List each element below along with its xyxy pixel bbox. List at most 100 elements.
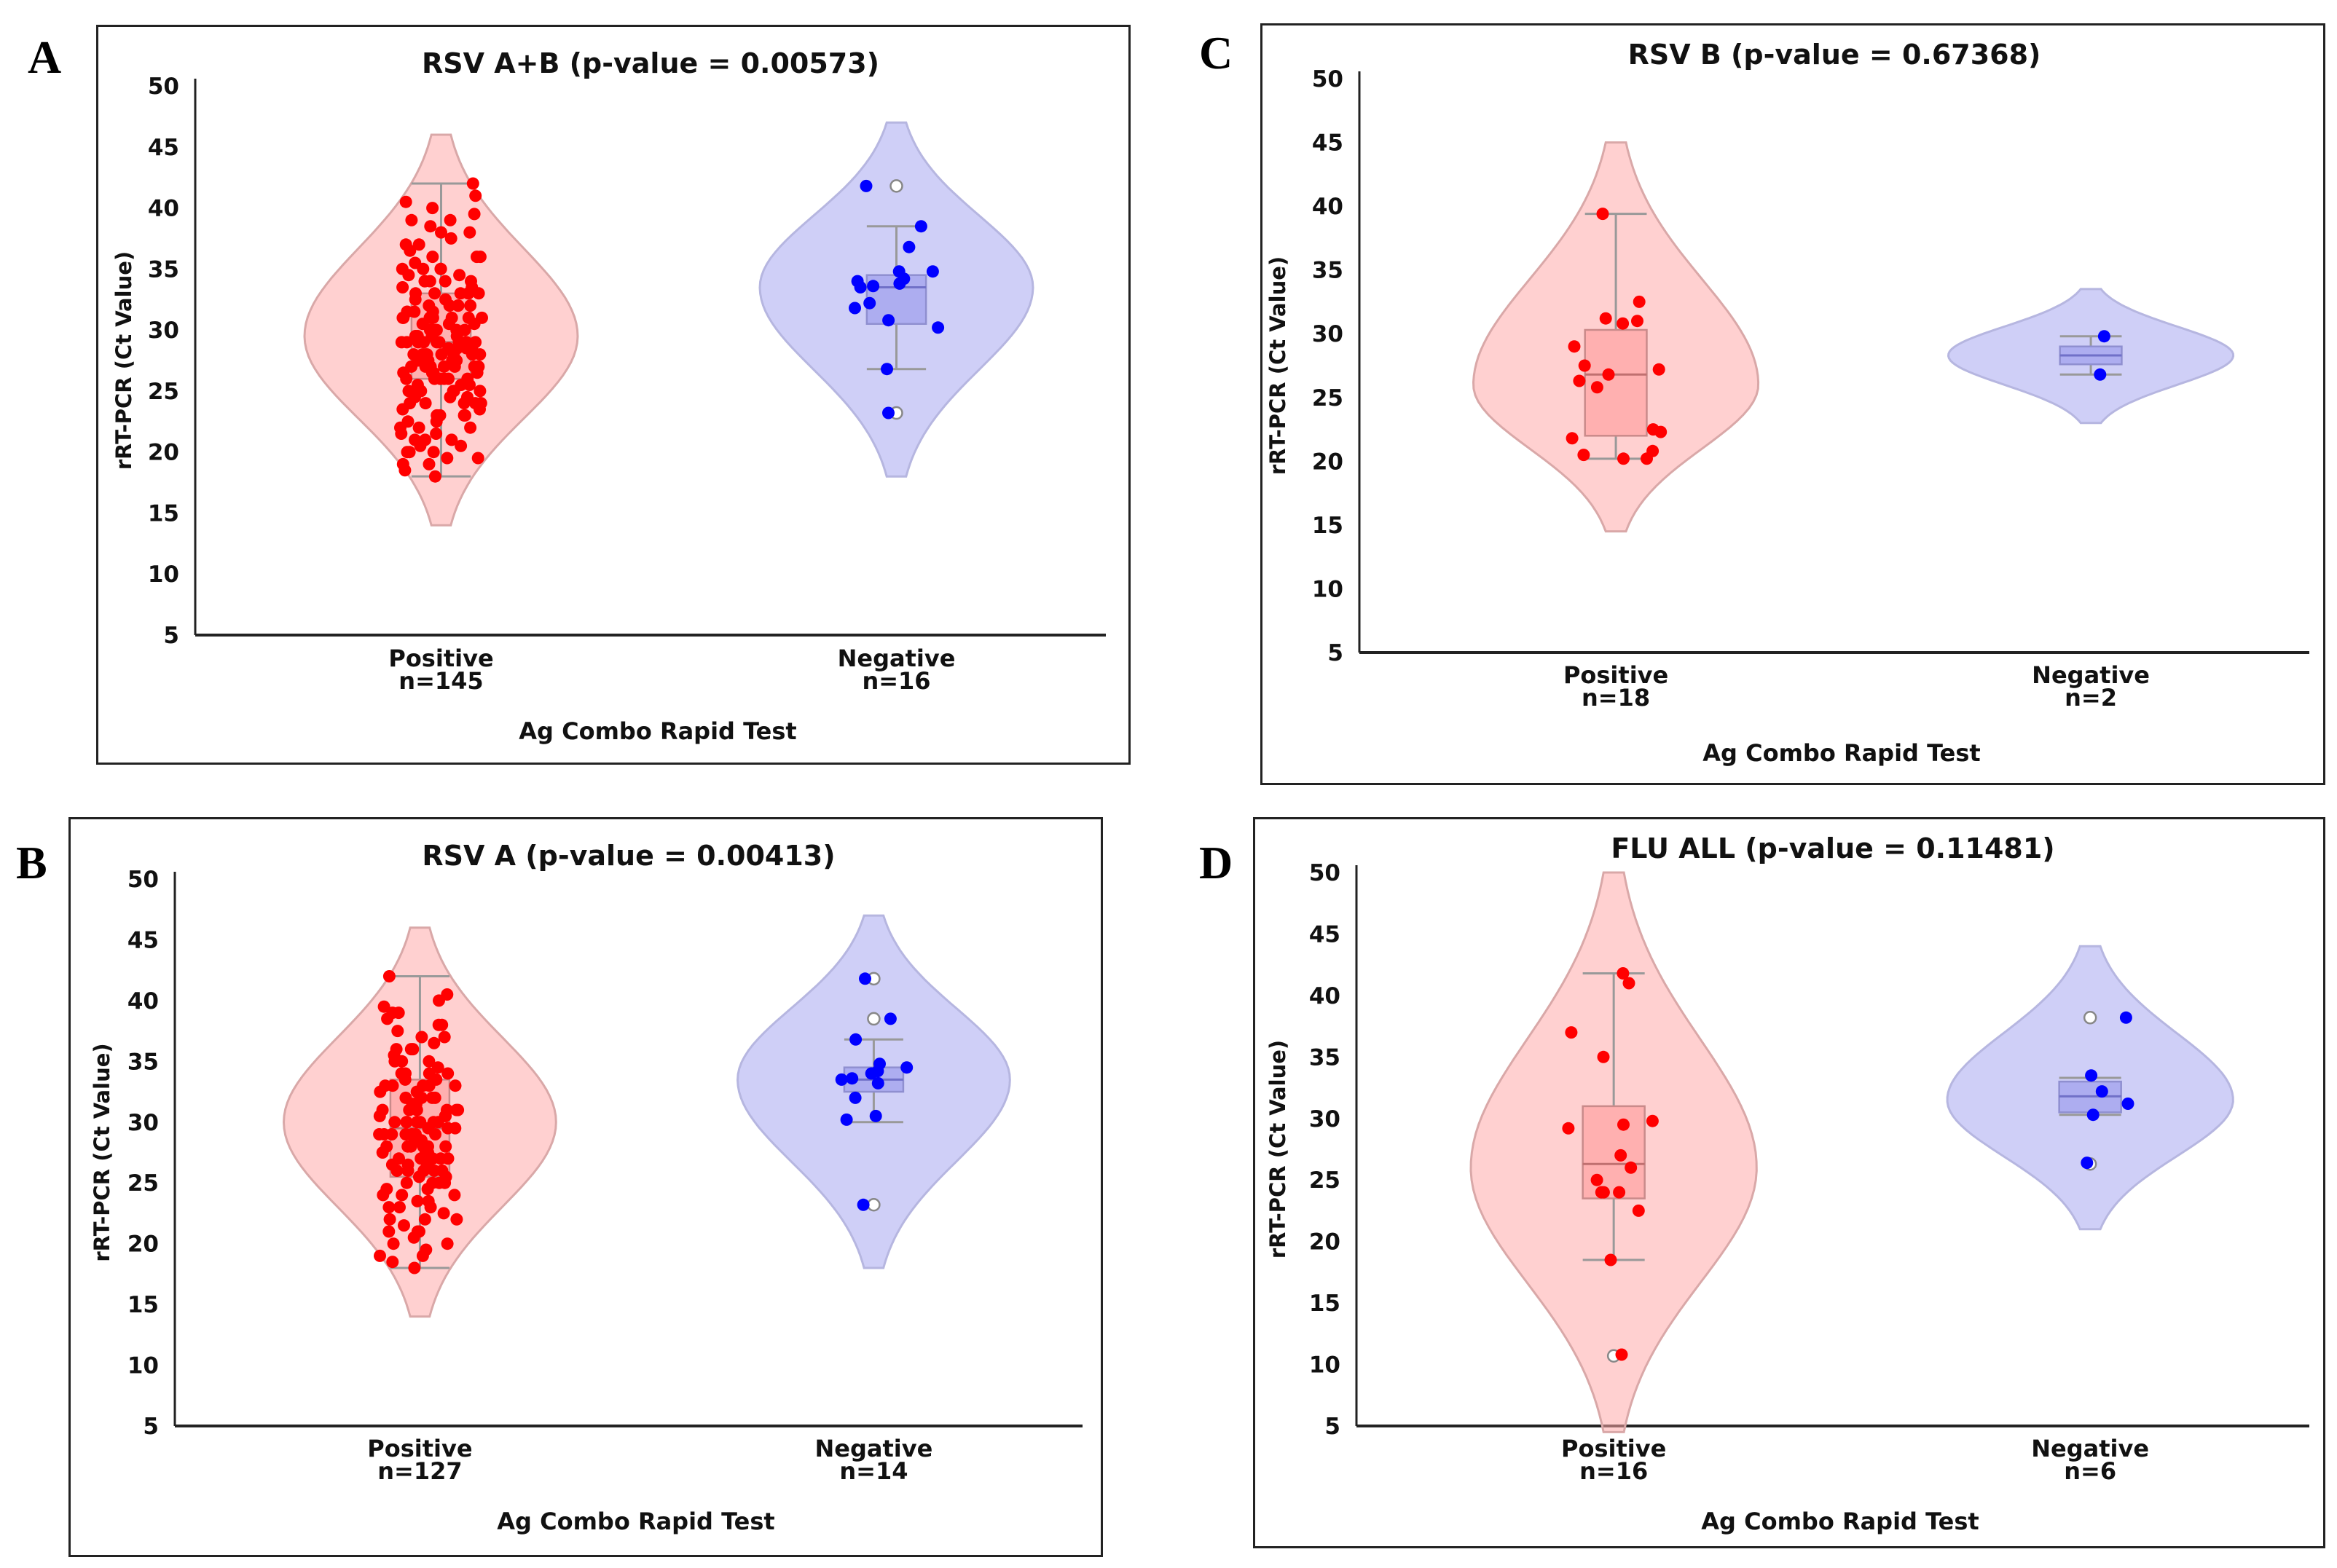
panel-letter-b: B <box>16 837 47 889</box>
data-point <box>468 397 482 410</box>
data-point <box>403 446 416 459</box>
panel-letter-d: D <box>1199 837 1233 889</box>
y-tick-label: 25 <box>1309 1167 1340 1194</box>
data-point <box>1617 452 1630 465</box>
data-point <box>1604 1253 1617 1266</box>
data-point <box>426 311 439 324</box>
data-point <box>431 336 444 349</box>
data-point <box>416 1249 429 1262</box>
data-point <box>441 1103 453 1116</box>
data-point <box>411 1194 424 1207</box>
data-point <box>846 1072 859 1085</box>
data-point <box>386 1079 399 1092</box>
data-point <box>865 1067 878 1080</box>
y-tick-label: 35 <box>1312 258 1343 284</box>
data-point <box>1615 1348 1628 1361</box>
y-axis-label: rRT-PCR (Ct Value) <box>90 1043 114 1261</box>
y-tick-label: 10 <box>148 562 179 588</box>
data-point <box>466 177 479 190</box>
chart-panel-a: RSV A+B (p-value = 0.00573) 5 10 15 20 25 30 35… <box>111 47 1106 745</box>
data-point <box>1602 368 1615 381</box>
data-point <box>408 305 421 318</box>
y-tick-label: 20 <box>148 440 179 466</box>
data-point <box>408 1261 421 1275</box>
data-point <box>438 1031 451 1044</box>
data-point <box>434 262 447 275</box>
data-point <box>387 1237 400 1250</box>
data-point <box>423 275 436 288</box>
outlier-point <box>867 1198 881 1212</box>
data-point <box>388 1116 401 1129</box>
data-point <box>457 397 471 410</box>
data-point <box>471 360 484 373</box>
data-point <box>448 360 461 373</box>
data-point <box>373 1128 386 1140</box>
data-point <box>1631 315 1643 328</box>
y-tick-label: 45 <box>1309 921 1340 948</box>
data-point <box>428 1091 441 1104</box>
data-point <box>454 287 467 300</box>
chart-title: FLU ALL (p-value = 0.11481) <box>1611 832 2054 864</box>
data-point <box>433 994 445 1007</box>
data-point <box>373 1109 386 1122</box>
data-point <box>382 1225 396 1238</box>
data-point <box>385 1128 398 1140</box>
category-n-label: n=2 <box>2065 684 2117 712</box>
x-axis-label: Ag Combo Rapid Test <box>1702 739 1980 767</box>
data-point <box>869 1109 882 1122</box>
data-point <box>405 360 418 373</box>
y-tick-label: 25 <box>1312 385 1343 411</box>
data-point <box>2095 1085 2108 1098</box>
data-point <box>429 1128 441 1140</box>
data-point <box>1646 1114 1659 1127</box>
data-point <box>426 202 439 215</box>
data-point <box>1596 208 1609 221</box>
data-point <box>399 1128 412 1140</box>
data-point <box>1614 1149 1627 1162</box>
y-tick-label: 15 <box>127 1292 159 1318</box>
data-point <box>405 213 418 226</box>
data-point <box>393 1201 406 1214</box>
y-tick-label: 45 <box>148 135 179 161</box>
data-point <box>374 1249 386 1262</box>
data-point <box>433 1176 446 1189</box>
outlier-point <box>867 1012 881 1026</box>
data-point <box>444 232 457 245</box>
data-point <box>439 275 452 288</box>
category-label: Positive <box>388 645 493 672</box>
data-point <box>417 262 430 275</box>
y-tick-label: 10 <box>1312 576 1343 602</box>
y-tick-label: 30 <box>1312 321 1343 347</box>
data-point <box>1568 340 1581 353</box>
data-point <box>390 1165 404 1177</box>
data-point <box>423 1055 436 1068</box>
data-point <box>404 1043 417 1056</box>
y-tick-label: 45 <box>127 927 159 953</box>
category-label: Negative <box>2032 661 2150 689</box>
data-point <box>884 1012 897 1025</box>
data-point <box>464 421 477 434</box>
y-tick-label: 50 <box>127 867 159 893</box>
y-tick-label: 50 <box>1309 860 1340 886</box>
data-point <box>468 208 481 221</box>
category-n-label: n=18 <box>1582 684 1650 712</box>
category-n-label: n=16 <box>1579 1457 1648 1485</box>
data-point <box>2081 1157 2094 1170</box>
data-point <box>1632 1204 1645 1217</box>
data-point <box>1590 1173 1603 1186</box>
x-axis-label: Ag Combo Rapid Test <box>497 1508 774 1535</box>
data-point <box>859 972 871 985</box>
iqr-box <box>1582 1105 1646 1199</box>
data-point <box>469 189 482 202</box>
y-axis-label: rRT-PCR (Ct Value) <box>1265 1040 1290 1258</box>
data-point <box>447 348 460 361</box>
data-point <box>445 433 458 446</box>
data-point <box>2119 1011 2132 1024</box>
data-point <box>386 1256 399 1269</box>
data-point <box>399 1091 412 1104</box>
